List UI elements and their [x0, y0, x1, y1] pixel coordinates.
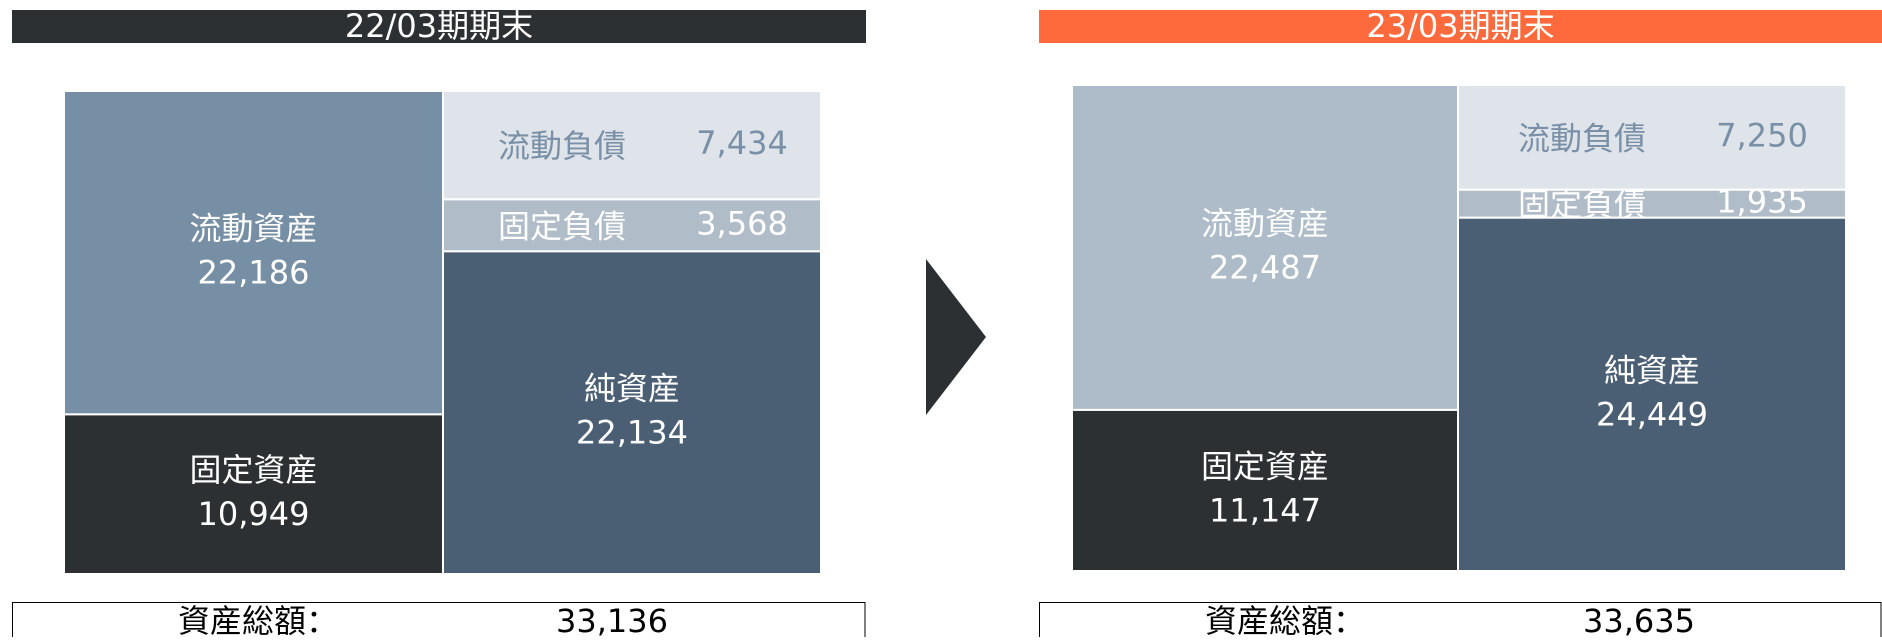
block	[442, 250, 822, 576]
block-name: 固定負債	[498, 207, 626, 245]
block-name: 固定資産	[1201, 447, 1329, 485]
block	[63, 413, 444, 575]
total-label: 資産総額：	[178, 602, 338, 637]
block	[442, 90, 822, 201]
block-value: 24,449	[1596, 395, 1708, 433]
block	[1457, 216, 1847, 573]
block-name: 固定資産	[189, 451, 317, 489]
block	[1071, 408, 1459, 572]
block-name: 純資産	[1604, 351, 1700, 389]
block-value: 22,487	[1209, 248, 1321, 286]
total-value: 33,136	[556, 602, 668, 637]
block-value: 3,568	[696, 204, 788, 242]
header-title: 22/03期期末	[345, 7, 533, 45]
total-value: 33,635	[1583, 602, 1695, 637]
arrow	[926, 259, 986, 415]
block-value: 10,949	[198, 495, 310, 533]
block-value: 1,935	[1716, 183, 1808, 221]
block-name: 流動負債	[498, 127, 626, 165]
block-name: 流動負債	[1518, 119, 1646, 157]
block	[1071, 84, 1459, 411]
header-bar	[12, 10, 866, 43]
total-label: 資産総額：	[1205, 602, 1365, 637]
block-value: 7,434	[696, 124, 788, 162]
block-value: 7,250	[1716, 116, 1808, 154]
block-name: 純資産	[584, 370, 680, 408]
block-value: 22,186	[198, 254, 310, 292]
block	[442, 198, 822, 253]
block-value: 11,147	[1209, 491, 1321, 529]
total-box	[1039, 602, 1882, 641]
block	[1457, 84, 1847, 191]
block-value: 22,134	[576, 414, 688, 452]
block-name: 流動資産	[1201, 204, 1329, 242]
total-box	[12, 602, 866, 641]
block	[63, 90, 444, 416]
header-bar	[1039, 10, 1882, 43]
block-name: 流動資産	[189, 210, 317, 248]
header-title: 23/03期期末	[1366, 7, 1554, 45]
